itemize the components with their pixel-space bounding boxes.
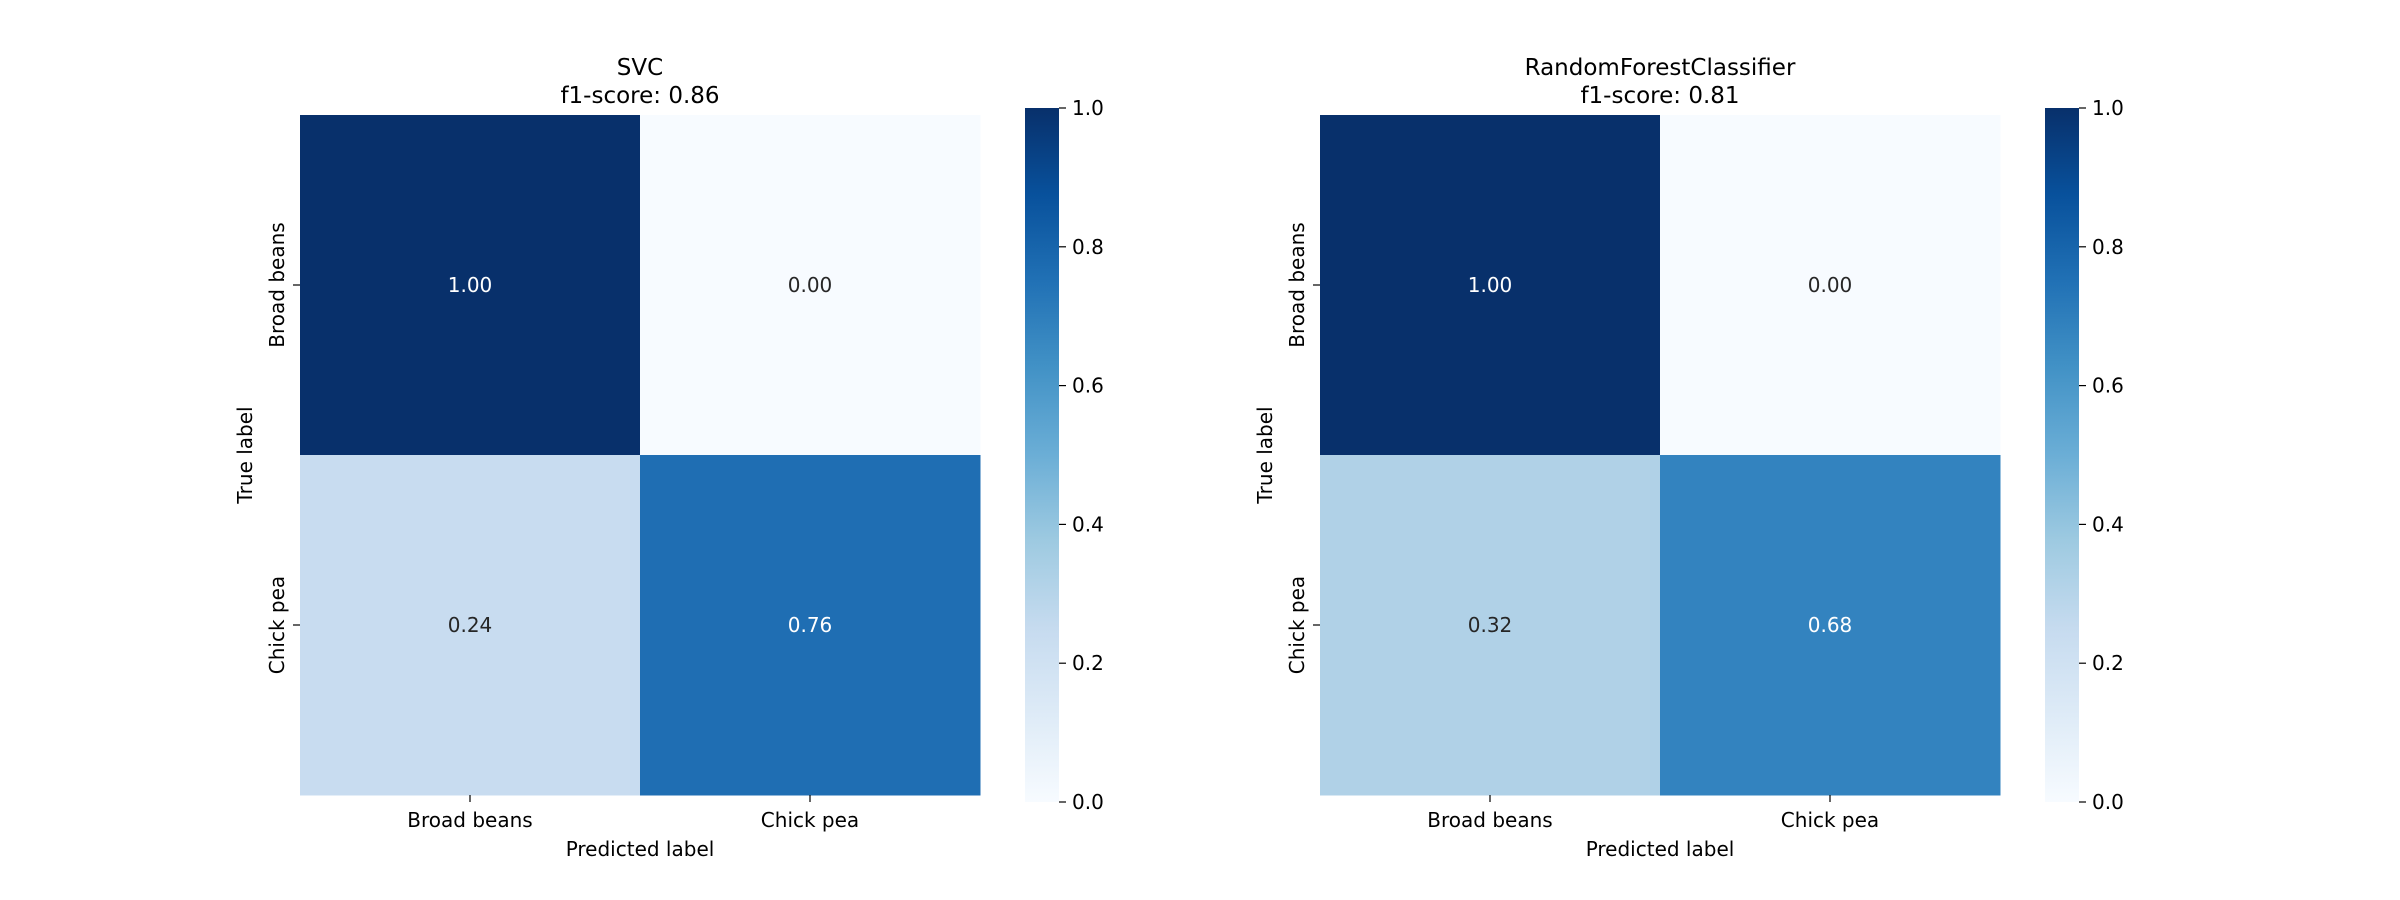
y-axis-label: True label [233,406,257,504]
heatmap-cell [1320,455,1661,796]
heatmap-cell [1660,455,2001,796]
chart-subtitle: f1-score: 0.86 [560,83,719,109]
colorbar-tick-label: 0.8 [1072,235,1104,259]
colorbar-tick-label: 0.2 [2092,651,2124,675]
heatmap-cell [1660,115,2001,456]
colorbar-tick-label: 0.6 [1072,374,1104,398]
heatmap-cell [640,455,981,796]
x-tick-label: Broad beans [1427,808,1552,832]
y-tick-label: Chick pea [265,576,289,674]
chart-title: RandomForestClassifier [1525,55,1796,81]
colorbar-tick-label: 0.0 [2092,790,2124,814]
colorbar-tick-label: 0.8 [2092,235,2124,259]
colorbar [2045,108,2079,802]
cell-value-label: 0.32 [1468,613,1513,637]
cell-value-label: 0.00 [1808,273,1853,297]
cell-value-label: 1.00 [448,273,493,297]
heatmap-cell [300,455,641,796]
colorbar-tick-label: 0.6 [2092,374,2124,398]
x-tick-label: Chick pea [1781,808,1879,832]
cell-value-label: 0.00 [788,273,833,297]
colorbar [1025,108,1059,802]
x-axis-label: Predicted label [1586,837,1735,861]
chart-subtitle: f1-score: 0.81 [1580,83,1739,109]
colorbar-tick-label: 0.2 [1072,651,1104,675]
colorbar-tick-label: 1.0 [1072,96,1104,120]
heatmap-cell [300,115,641,456]
y-axis-label: True label [1253,406,1277,504]
colorbar-tick-label: 0.4 [1072,512,1104,536]
colorbar-tick-label: 0.4 [2092,512,2124,536]
colorbar-tick-label: 1.0 [2092,96,2124,120]
heatmap-cell [1320,115,1661,456]
colorbar-tick-label: 0.0 [1072,790,1104,814]
chart-title: SVC [617,55,663,81]
y-tick-label: Chick pea [1285,576,1309,674]
heatmap-cell [640,115,981,456]
cell-value-label: 0.68 [1808,613,1853,637]
y-tick-label: Broad beans [265,222,289,347]
cell-value-label: 1.00 [1468,273,1513,297]
cell-value-label: 0.76 [788,613,833,637]
cell-value-label: 0.24 [448,613,493,637]
y-tick-label: Broad beans [1285,222,1309,347]
x-tick-label: Chick pea [761,808,859,832]
x-axis-label: Predicted label [566,837,715,861]
x-tick-label: Broad beans [407,808,532,832]
